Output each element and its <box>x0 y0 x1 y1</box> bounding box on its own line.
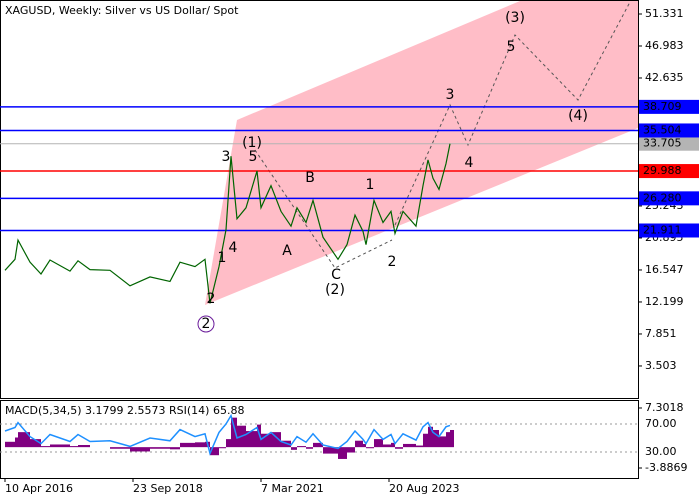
x-tick-label: 10 Apr 2016 <box>5 482 73 495</box>
chart-title: XAGUSD, Weekly: Silver vs US Dollar/ Spo… <box>5 4 239 17</box>
level-label: 29.988 <box>643 164 682 177</box>
macd-bar <box>338 447 347 459</box>
macd-bar <box>355 440 363 448</box>
macd-bar <box>323 447 338 454</box>
wave-label: 3 <box>446 87 455 103</box>
wave-label: B <box>305 170 315 186</box>
level-box <box>639 123 699 138</box>
y-tick-label: 51.331 <box>645 7 684 20</box>
y-tick-label: 7.851 <box>645 327 677 340</box>
y-tick-label: 3.503 <box>645 359 677 372</box>
wave-label: 3 <box>222 149 231 165</box>
macd-bar <box>30 439 41 448</box>
wave-label: (4) <box>568 108 588 124</box>
y2-tick-label: 70.00 <box>645 417 677 430</box>
wave-label: 5 <box>507 39 516 55</box>
macd-bar <box>261 433 271 448</box>
wave-label: (1) <box>242 135 262 151</box>
wave-label: 2 <box>388 254 397 270</box>
wave-circle <box>197 315 215 333</box>
macd-bar <box>433 429 439 448</box>
macd-bar <box>219 447 226 449</box>
macd-bar <box>313 442 323 448</box>
current-price-label: 33.705 <box>643 137 682 150</box>
macd-bar <box>383 444 391 448</box>
wave-label: 4 <box>465 155 474 171</box>
indicator-title: MACD(5,34,5) 3.1799 2.5573 RSI(14) 65.88 <box>5 404 244 417</box>
wave-label: 1 <box>218 250 227 266</box>
rsi-line <box>4 413 451 456</box>
wave-label: A <box>282 243 292 259</box>
wave-label: (3) <box>505 10 525 26</box>
macd-bar <box>210 447 219 456</box>
macd-bar <box>403 443 416 448</box>
macd-bar <box>257 424 261 448</box>
level-box <box>639 191 699 206</box>
level-box <box>639 223 699 238</box>
macd-bar <box>347 447 355 453</box>
wave-label: (2) <box>325 282 345 298</box>
y-tick-label: 12.199 <box>645 295 684 308</box>
macd-bar <box>306 447 313 449</box>
macd-bar <box>450 429 454 448</box>
macd-bar <box>271 432 281 448</box>
macd-bar <box>297 446 306 448</box>
macd-bar <box>416 445 423 448</box>
price-line <box>4 143 451 304</box>
macd-bar <box>374 439 383 448</box>
macd-bar <box>391 442 395 448</box>
wave-projection <box>394 1 631 226</box>
y-tick-label: 46.983 <box>645 39 684 52</box>
wave-label: 2 <box>202 316 211 332</box>
level-label: 21.911 <box>643 223 682 236</box>
wave-label: 2 <box>207 291 216 307</box>
macd-bar <box>130 447 150 452</box>
level-label: 35.504 <box>643 123 682 136</box>
macd-bar <box>15 437 18 448</box>
macd-bar <box>180 442 195 448</box>
y2-tick-label: 30.00 <box>645 445 677 458</box>
macd-bar <box>423 433 428 448</box>
macd-bar <box>78 445 90 448</box>
level-label: 26.280 <box>643 191 682 204</box>
macd-bar <box>150 447 170 449</box>
y-tick-label: 42.635 <box>645 71 684 84</box>
macd-bar <box>439 436 446 448</box>
macd-bar <box>41 446 50 448</box>
y-tick-label: 16.547 <box>645 263 684 276</box>
wave-label: 4 <box>229 240 238 256</box>
macd-bar <box>246 431 257 448</box>
x-tick-label: 23 Sep 2018 <box>133 482 203 495</box>
trend-channel <box>205 1 638 305</box>
macd-bar <box>231 417 237 448</box>
macd-bar <box>5 441 15 448</box>
wave-label: C <box>331 267 341 283</box>
level-box <box>639 99 699 114</box>
macd-bar <box>18 432 30 448</box>
y-tick-label: -3.8869 <box>645 461 687 474</box>
indicator-frame <box>0 400 639 479</box>
level-label: 38.709 <box>643 100 682 113</box>
y-tick-label: 7.3018 <box>645 401 684 414</box>
macd-bar <box>195 442 205 448</box>
wave-label: 5 <box>249 149 258 165</box>
macd-bar <box>110 447 130 449</box>
x-tick-label: 20 Aug 2023 <box>389 482 459 495</box>
current-price-box <box>639 136 699 151</box>
level-box <box>639 164 699 179</box>
macd-bar <box>70 446 78 448</box>
macd-bar <box>428 426 433 448</box>
macd-bar <box>170 447 180 450</box>
macd-bar <box>226 439 231 448</box>
macd-bar <box>50 444 70 448</box>
macd-bar <box>446 432 450 448</box>
macd-bar <box>395 447 403 449</box>
wave-label: 1 <box>366 177 375 193</box>
macd-bar <box>366 447 374 449</box>
x-tick-label: 7 Mar 2021 <box>261 482 324 495</box>
macd-bar <box>291 447 297 450</box>
macd-bar <box>363 443 366 448</box>
